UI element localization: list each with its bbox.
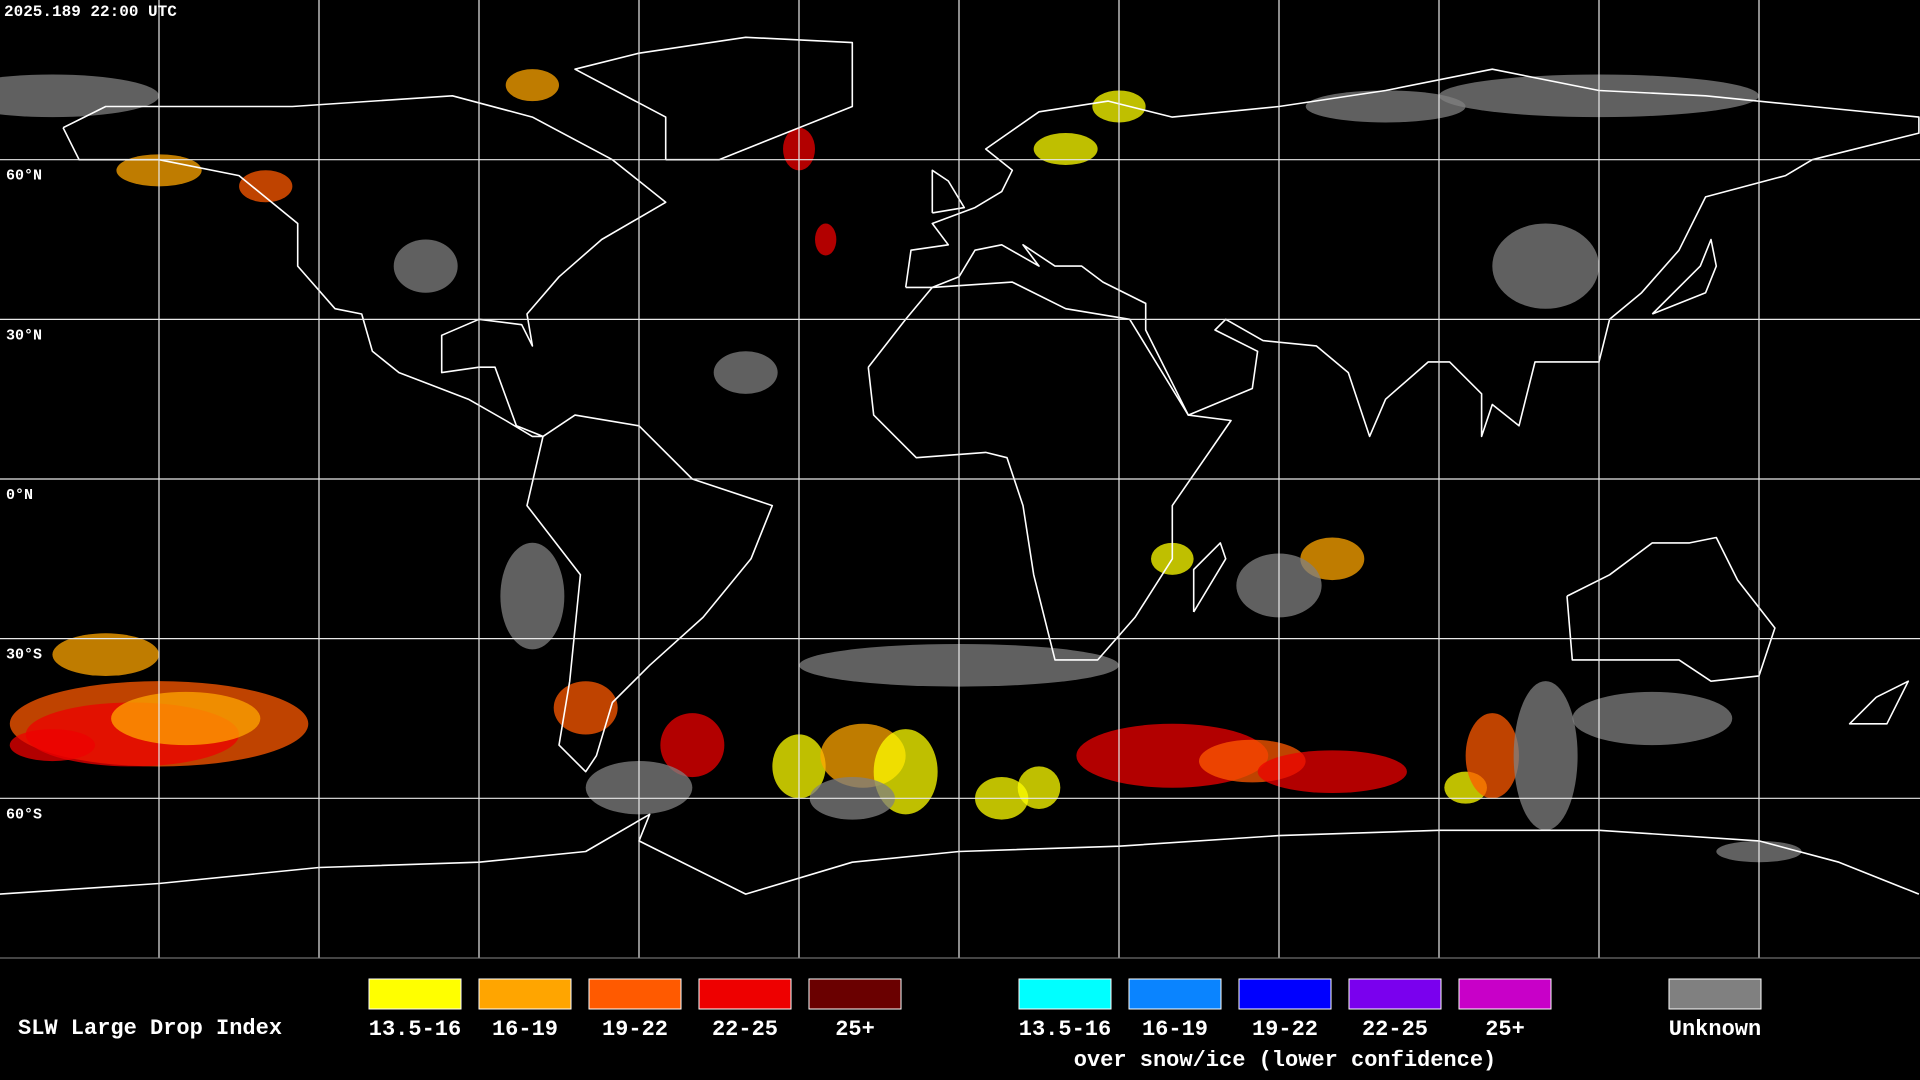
coastline	[574, 36, 854, 161]
cloud-patch	[1300, 537, 1365, 581]
legend-swatch	[1238, 978, 1332, 1010]
legend-title: SLW Large Drop Index	[18, 1016, 282, 1041]
coastline	[526, 414, 774, 773]
legend-swatch	[588, 978, 682, 1010]
legend-label: 16-19	[1142, 1017, 1208, 1042]
legend-label: 13.5-16	[369, 1017, 461, 1042]
cloud-patch	[1305, 90, 1466, 123]
cloud-patch	[393, 239, 458, 293]
lat-label: 60°S	[6, 806, 42, 823]
cloud-patch	[1257, 750, 1407, 794]
legend-label: Unknown	[1669, 1017, 1761, 1042]
cloud-patch	[111, 691, 261, 746]
legend-label: 22-25	[712, 1017, 778, 1042]
legend-swatch	[698, 978, 792, 1010]
timestamp: 2025.189 22:00 UTC	[4, 3, 177, 21]
cloud-patch	[500, 542, 565, 650]
cloud-patch	[815, 223, 837, 256]
legend-label: 16-19	[492, 1017, 558, 1042]
cloud-patch	[9, 729, 96, 762]
legend-label: 25+	[1485, 1017, 1525, 1042]
coastline	[1566, 536, 1776, 683]
cloud-patch	[553, 681, 618, 735]
cloud-patch	[660, 713, 725, 778]
legend-label: 25+	[835, 1017, 875, 1042]
cloud-patch	[1492, 223, 1599, 309]
cloud-patch	[713, 351, 778, 394]
cloud-patch	[1572, 691, 1733, 746]
cloud-patch	[1513, 681, 1578, 831]
legend-swatch	[1128, 978, 1222, 1010]
legend-label: 13.5-16	[1019, 1017, 1111, 1042]
lat-label: 0°N	[6, 487, 33, 504]
legend-swatch	[368, 978, 462, 1010]
cloud-patch	[239, 170, 293, 203]
coastline	[1651, 238, 1718, 315]
legend-label: 19-22	[1252, 1017, 1318, 1042]
legend: SLW Large Drop Index 13.5-16 16-19 19-22 22…	[18, 978, 1762, 1073]
cloud-patch	[1033, 133, 1098, 166]
coastlines	[0, 36, 1920, 895]
coastline	[867, 281, 1232, 661]
graticule: 60°N 30°N 0°N 30°S 60°S	[0, 0, 1920, 958]
lat-label: 30°N	[6, 327, 42, 344]
cloud-patch	[52, 633, 160, 676]
legend-label: 19-22	[602, 1017, 668, 1042]
legend-label: 22-25	[1362, 1017, 1428, 1042]
lat-label: 60°N	[6, 168, 42, 185]
legend-swatch	[808, 978, 902, 1010]
legend-swatch	[1668, 978, 1762, 1010]
legend-swatch	[1348, 978, 1442, 1010]
cloud-patch	[505, 69, 560, 102]
coastline	[904, 68, 1920, 438]
coastline	[931, 169, 966, 214]
legend-swatch	[478, 978, 572, 1010]
lat-label: 30°S	[6, 647, 42, 664]
coastline	[0, 813, 1920, 895]
cloud-patch	[1017, 766, 1061, 809]
legend-caption: over snow/ice (lower confidence)	[1074, 1048, 1496, 1073]
coastline	[1192, 542, 1227, 613]
cloud-patch	[1465, 713, 1519, 799]
legend-swatch	[1458, 978, 1552, 1010]
coastline	[1848, 680, 1910, 725]
legend-swatch	[1018, 978, 1112, 1010]
